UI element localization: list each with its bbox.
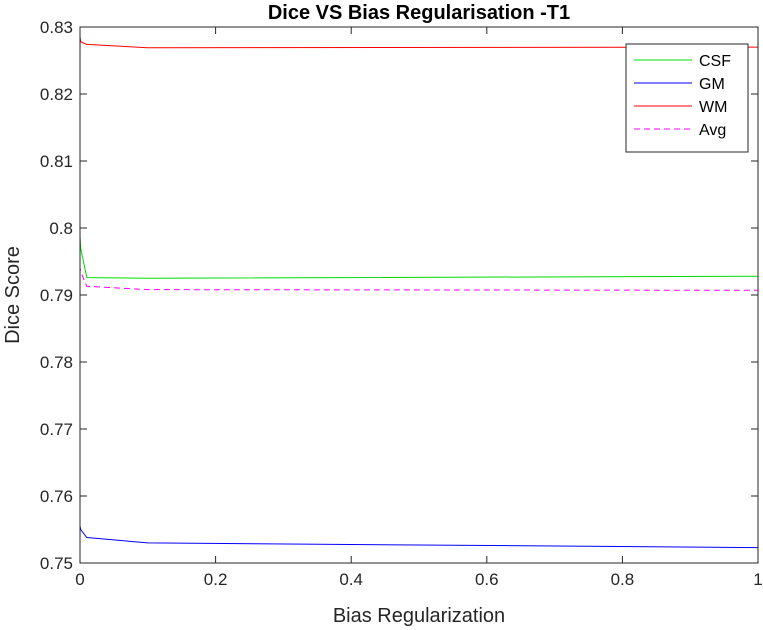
legend: CSF GM WM Avg xyxy=(625,43,749,153)
y-tick-label: 0.79 xyxy=(40,286,73,305)
legend-label-gm: GM xyxy=(699,76,725,93)
x-tick-label: 0.2 xyxy=(204,570,228,589)
y-tick-label: 0.75 xyxy=(40,554,73,573)
tick-layer: 0 0.2 0.4 0.6 0.8 10.750.760.770.780.790.80.8… xyxy=(40,18,763,589)
y-tick-label: 0.76 xyxy=(40,487,73,506)
legend-items: CSF GM WM Avg xyxy=(634,53,731,139)
legend-label-avg: Avg xyxy=(699,122,726,139)
x-axis-title: Bias Regularization xyxy=(333,605,505,627)
y-axis-title: Dice Score xyxy=(2,246,24,344)
x-tick-label: 0.8 xyxy=(611,570,635,589)
y-tick-label: 0.82 xyxy=(40,85,73,104)
legend-box xyxy=(625,43,749,153)
y-tick-label: 0.81 xyxy=(40,152,73,171)
legend-label-csf: CSF xyxy=(699,53,731,70)
chart-title: Dice VS Bias Regularisation -T1 xyxy=(268,2,570,24)
x-tick-label: 0 xyxy=(75,570,84,589)
series-line-avg xyxy=(79,267,759,292)
x-tick-label: 0.6 xyxy=(475,570,499,589)
x-tick-label: 1 xyxy=(753,570,762,589)
legend-label-wm: WM xyxy=(699,99,727,116)
y-tick-label: 0.8 xyxy=(49,219,73,238)
x-tick-label: 0.4 xyxy=(339,570,363,589)
y-tick-label: 0.77 xyxy=(40,420,73,439)
y-tick-label: 0.78 xyxy=(40,353,73,372)
y-tick-label: 0.83 xyxy=(40,18,73,37)
